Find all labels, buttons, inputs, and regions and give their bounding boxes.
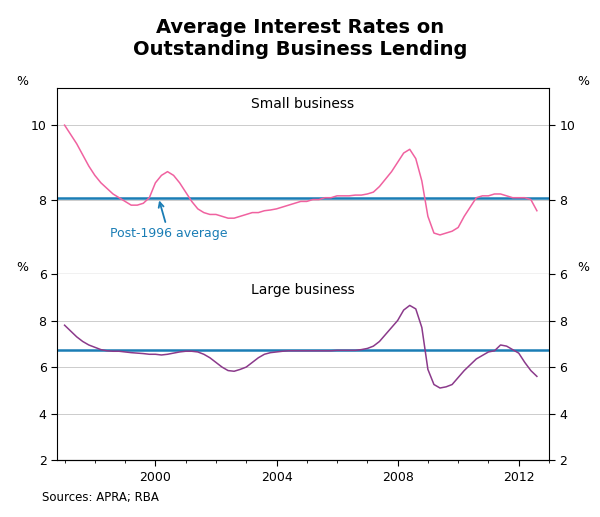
- Text: Small business: Small business: [251, 97, 355, 111]
- Text: %: %: [577, 75, 589, 88]
- Text: Post-1996 average: Post-1996 average: [110, 202, 227, 240]
- Text: %: %: [17, 75, 29, 88]
- Text: %: %: [577, 261, 589, 274]
- Text: Average Interest Rates on
Outstanding Business Lending: Average Interest Rates on Outstanding Bu…: [133, 18, 467, 59]
- Text: %: %: [17, 261, 29, 274]
- Text: Sources: APRA; RBA: Sources: APRA; RBA: [42, 491, 159, 504]
- Text: Large business: Large business: [251, 283, 355, 297]
